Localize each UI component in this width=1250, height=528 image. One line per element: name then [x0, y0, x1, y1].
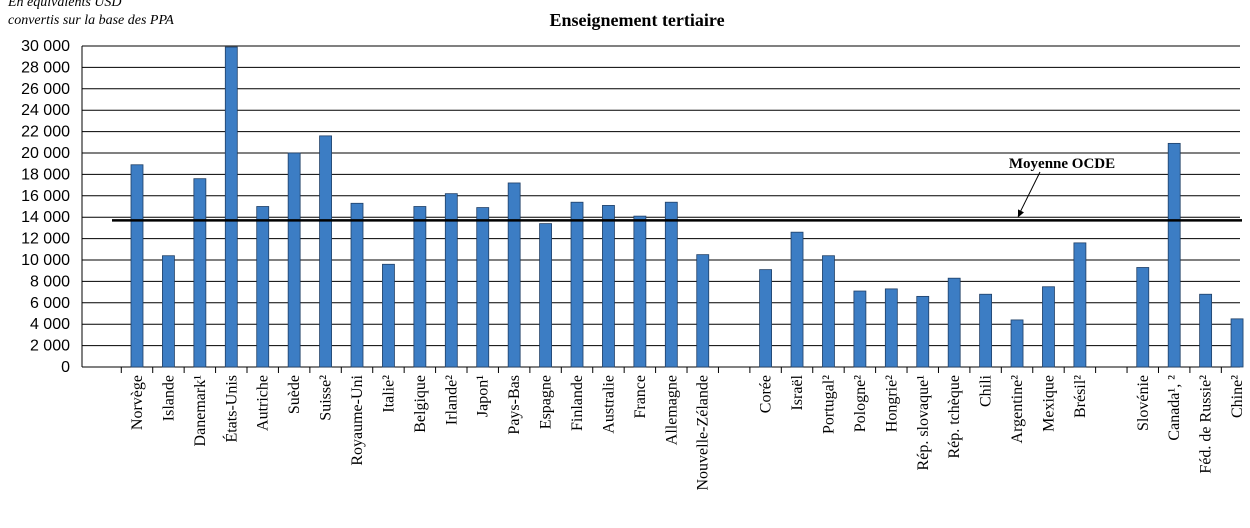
bar	[916, 295, 930, 368]
bar	[319, 135, 332, 368]
bar	[413, 206, 427, 368]
y-tick-label: 26 000	[21, 81, 70, 98]
x-tick-label: Slovénie	[1135, 375, 1152, 431]
x-tick-label: États-Unis	[221, 375, 240, 443]
y-tick-label: 30 000	[21, 38, 70, 55]
x-tick-label: Féd. de Russie²	[1198, 375, 1215, 474]
x-tick-label: Argentine²	[1009, 375, 1026, 444]
y-tick-label: 4 000	[30, 316, 70, 333]
bar	[130, 164, 144, 368]
x-tick-label: Rép. slovaque¹	[915, 375, 932, 471]
y-tick-label: 28 000	[21, 59, 70, 76]
y-tick-label: 18 000	[21, 166, 70, 183]
x-tick-label: Nouvelle-Zélande	[695, 375, 712, 491]
bar	[287, 152, 301, 368]
bar	[979, 293, 993, 368]
x-tick-label: Suède	[286, 375, 303, 414]
bar	[1199, 293, 1213, 368]
x-tick-label: Royaume-Uni	[349, 374, 366, 465]
y-tick-label: 12 000	[21, 231, 70, 248]
bar	[884, 288, 898, 368]
bar	[382, 263, 395, 368]
x-tick-label: Israël	[789, 374, 806, 410]
chart-title: Enseignement tertiaire	[549, 10, 724, 30]
bar	[759, 269, 772, 368]
bar	[507, 182, 521, 368]
y-tick-label: 24 000	[21, 102, 70, 119]
x-tick-label: Rép. tchèque	[946, 375, 963, 459]
x-tick-label: Canada¹, ²	[1166, 375, 1183, 441]
y-tick-label: 2 000	[30, 338, 70, 355]
bar	[162, 255, 175, 368]
x-tick-label: Pologne²	[852, 375, 869, 432]
y-tick-label: 10 000	[21, 252, 70, 269]
x-tick-label: Islande	[160, 375, 177, 421]
x-tick-label: Italie²	[380, 375, 397, 413]
bar	[664, 201, 678, 368]
bar	[790, 231, 804, 368]
bar	[822, 255, 835, 368]
x-tick-label: Norvège	[129, 375, 146, 430]
annotation-arrow	[1017, 171, 1041, 217]
bar	[1073, 242, 1087, 368]
x-tick-label: Hongrie²	[883, 375, 900, 432]
x-tick-label: Autriche	[255, 375, 272, 431]
x-tick-label: Pays-Bas	[506, 375, 523, 435]
x-tick-label: Chili	[978, 374, 995, 407]
axis-unit-line: En équivalents USD convertis sur la base …	[7, 0, 174, 28]
bar	[696, 254, 710, 368]
bar	[350, 202, 364, 368]
x-tick-label: Espagne	[538, 375, 555, 429]
bar	[570, 201, 584, 368]
bar	[1230, 318, 1244, 368]
x-tick-label: Corée	[758, 375, 775, 413]
x-tick-label: Mexique	[1040, 375, 1057, 432]
y-tick-label: 22 000	[21, 124, 70, 141]
reference-label: Moyenne OCDE	[1009, 156, 1115, 172]
x-tick-label: Belgique	[412, 375, 429, 433]
y-tick-label: 20 000	[21, 145, 70, 162]
y-tick-label: 16 000	[21, 188, 70, 205]
y-tick-label: 8 000	[30, 273, 70, 290]
x-tick-label: Irlande²	[443, 375, 460, 425]
bar	[193, 178, 207, 368]
bar	[853, 290, 867, 368]
bar	[633, 215, 647, 368]
bar	[476, 207, 490, 368]
x-tick-label: Japon¹	[475, 375, 492, 417]
bar	[1136, 267, 1150, 368]
y-tick-label: 6 000	[30, 295, 70, 312]
x-tick-label: Portugal²	[820, 375, 837, 434]
bar	[1167, 142, 1181, 368]
bar	[444, 193, 458, 368]
bar	[539, 223, 552, 368]
bar	[947, 277, 961, 368]
y-tick-label: 14 000	[21, 209, 70, 226]
bar	[1010, 319, 1024, 368]
x-tick-label: Finlande	[569, 375, 586, 431]
x-tick-label: Chine²	[1229, 375, 1246, 418]
bar	[1042, 286, 1055, 368]
x-tick-label: Australie	[600, 375, 617, 434]
bar	[602, 205, 615, 368]
bar	[224, 46, 238, 368]
x-tick-label: France	[632, 375, 649, 419]
x-tick-label: Danemark¹	[192, 375, 209, 447]
x-tick-label: Brésil²	[1072, 375, 1089, 418]
x-tick-label: Allemagne	[663, 375, 680, 445]
y-tick-label: 0	[61, 359, 70, 376]
x-tick-label: Suisse²	[318, 375, 335, 421]
arrow-head	[1018, 209, 1024, 218]
bar	[256, 206, 270, 368]
